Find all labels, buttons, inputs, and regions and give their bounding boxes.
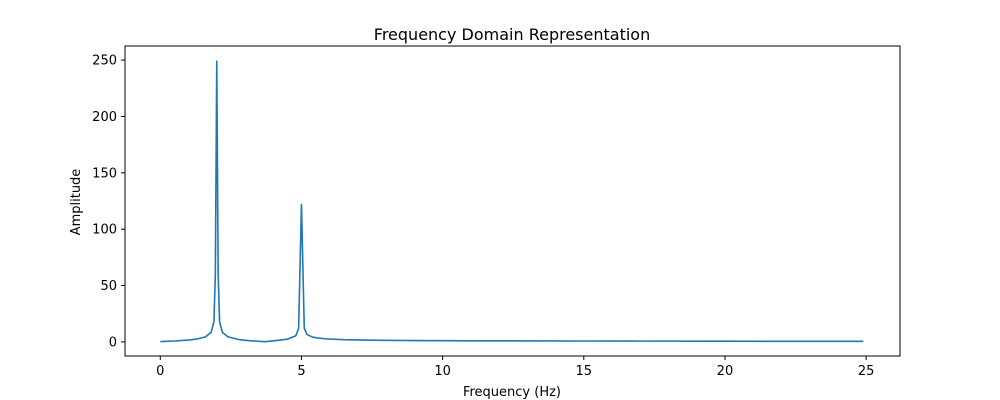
y-tick-label: 200 [92,110,117,125]
series-line-0 [160,60,864,343]
x-tick-label: 0 [156,364,164,379]
x-tick-label: 5 [297,364,305,379]
y-tick-label: 0 [109,335,117,350]
x-axis-label: Frequency (Hz) [463,385,561,400]
y-tick-label: 100 [92,223,117,238]
x-tick-label: 15 [576,364,593,379]
series-layer [160,60,864,343]
y-tick-label: 150 [92,166,117,181]
x-tick-label: 10 [434,364,451,379]
y-tick-label: 250 [92,54,117,69]
chart-title: Frequency Domain Representation [374,25,650,44]
y-tick-label: 50 [100,279,117,294]
y-axis-label: Amplitude [69,169,84,236]
plot-frame [124,45,901,357]
x-tick-label: 25 [858,364,875,379]
x-tick-label: 20 [717,364,734,379]
